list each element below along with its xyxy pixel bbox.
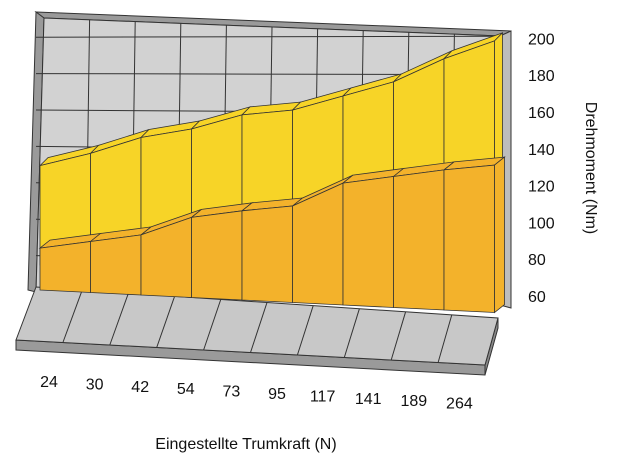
floor-gridline — [343, 308, 360, 358]
x-tick-label: 117 — [310, 388, 336, 405]
floor-gridline — [156, 296, 176, 348]
floor-grid — [62, 289, 453, 363]
y-tick-label: 120 — [528, 179, 555, 196]
x-axis-ticks: 24 30 42 54 73 95 117 141 189 264 — [40, 374, 473, 413]
x-tick-label: 73 — [223, 384, 241, 401]
series-front — [38, 156, 506, 314]
ribbon-segment — [39, 241, 91, 293]
x-tick-label: 24 — [40, 374, 58, 391]
x-tick-label: 141 — [355, 391, 382, 408]
floor-gridline — [109, 293, 129, 346]
wall-gridline-h — [35, 35, 501, 38]
floor — [15, 286, 499, 366]
chart-floor — [15, 286, 499, 376]
x-tick-label: 42 — [131, 379, 149, 396]
y-tick-label: 100 — [528, 215, 555, 232]
ribbon-segment — [342, 176, 394, 308]
y-axis-title: Drehmoment (Nm) — [582, 102, 599, 234]
ribbon-segment — [443, 164, 495, 313]
x-tick-label: 30 — [86, 376, 104, 393]
floor-gridline — [390, 311, 407, 361]
y-tick-label: 160 — [528, 105, 555, 122]
ribbon-segment — [241, 205, 293, 303]
x-tick-label: 95 — [268, 386, 286, 403]
floor-gridline — [250, 302, 268, 353]
y-axis-ticks: 60 80 100 120 140 160 180 200 — [528, 31, 555, 306]
y-tick-label: 60 — [528, 289, 546, 306]
floor-gridline — [203, 299, 222, 351]
x-tick-label: 189 — [400, 393, 427, 410]
floor-gridline — [296, 305, 314, 356]
floor-gridline — [437, 314, 453, 363]
ribbon-segment — [191, 210, 243, 301]
ribbon-end-cap — [494, 156, 505, 314]
y-tick-label: 140 — [528, 142, 555, 159]
x-tick-label: 54 — [177, 381, 195, 398]
ribbon-segment — [393, 169, 445, 311]
x-axis-title: Eingestellte Trumkraft (N) — [155, 436, 336, 453]
x-tick-label: 264 — [446, 396, 473, 413]
ribbon-segment — [90, 234, 142, 296]
y-tick-label: 80 — [528, 252, 546, 269]
floor-gridline — [62, 289, 83, 343]
y-tick-label: 200 — [528, 31, 555, 48]
y-tick-label: 180 — [528, 68, 555, 85]
